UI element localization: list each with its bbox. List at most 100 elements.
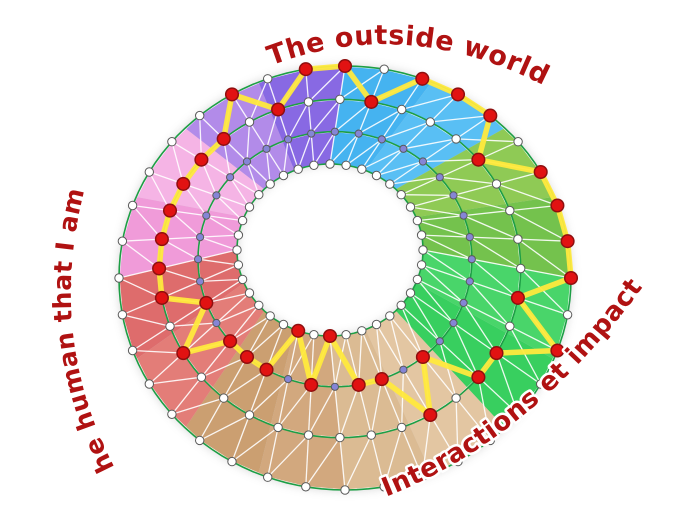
grid-node [254,300,264,310]
grid-node [244,288,255,298]
grid-node [335,94,345,105]
grid-node [194,255,203,264]
grid-node [144,379,155,389]
grid-node [396,300,406,310]
grid-node [435,173,444,182]
grid-node [491,179,502,189]
grid-node [114,273,124,283]
grid-node [449,318,458,328]
grid-node [233,230,244,240]
grid-node [399,365,408,374]
grid-node [196,233,205,242]
sector-wedge [330,66,432,171]
score-node [298,62,313,77]
grid-node [371,170,382,181]
grid-node [435,337,444,346]
grid-node [505,321,515,331]
score-node [199,295,214,310]
score-node [239,349,255,365]
grid-node [167,137,177,147]
grid-node [212,191,221,200]
score-node [154,232,169,247]
grid-node [371,319,382,330]
grid-node [307,129,316,138]
score-node [471,152,486,167]
grid-node [244,410,255,420]
grid-node [465,277,474,286]
grid-node [449,191,458,200]
grid-node [278,170,289,181]
grid-node [237,215,248,226]
sector-wedge [119,250,245,360]
score-node [550,343,565,358]
grid-node [232,245,242,255]
grid-node [212,318,221,328]
grid-node [226,173,235,182]
grid-node [340,485,350,495]
score-node [450,87,466,102]
score-node [471,370,486,385]
grid-node [278,319,289,330]
grid-node [117,310,128,320]
score-node [176,176,191,191]
sector-wedge [136,128,265,218]
grid-node [325,159,335,169]
grid-node [397,104,407,115]
grid-node [341,160,351,171]
grid-node [397,422,407,433]
score-node [563,270,579,286]
grid-node [330,382,339,391]
grid-node [196,372,207,382]
grid-node [412,274,423,285]
grid-node [293,164,303,174]
score-node [224,87,240,102]
grid-node [202,211,211,220]
grid-node [418,157,427,166]
grid-node [244,117,255,127]
grid-node [416,260,427,270]
grid-node [262,144,271,153]
score-node [291,323,306,338]
score-node [374,372,389,387]
grid-node [341,330,351,340]
grid-node [451,134,461,144]
grid-node [265,179,275,189]
grid-node [405,288,416,298]
grid-node [417,472,427,482]
grid-node [263,472,273,482]
sector-wedge [258,329,345,490]
wheel-layers [114,58,579,495]
score-node [259,362,274,377]
grid-node [309,330,319,340]
grid-node [562,310,573,320]
grid-node [195,435,205,446]
grid-node [399,144,408,153]
score-node [194,152,209,167]
grid-node [242,157,252,166]
grid-node [379,64,389,74]
score-node [510,290,525,305]
grid-node [465,233,474,242]
grid-node [127,345,138,356]
grid-node [405,202,416,212]
score-node [550,198,565,213]
sector-wedge [136,282,265,428]
score-node [162,203,178,218]
grid-node [516,263,526,274]
grid-node [196,277,205,286]
grid-node [309,160,319,171]
score-node [483,108,498,123]
score-node [423,407,438,423]
score-node [176,346,191,361]
grid-node [379,482,389,492]
label-human-that-i-am: The human that I am [0,0,120,478]
grid-node [459,298,468,307]
score-node [337,58,353,74]
grid-node [273,422,283,433]
grid-node [416,230,427,240]
grid-node [513,234,523,244]
score-node [223,334,238,349]
sector-wedge [395,282,554,428]
sector-wedge [365,82,505,190]
grid-node [244,202,255,212]
